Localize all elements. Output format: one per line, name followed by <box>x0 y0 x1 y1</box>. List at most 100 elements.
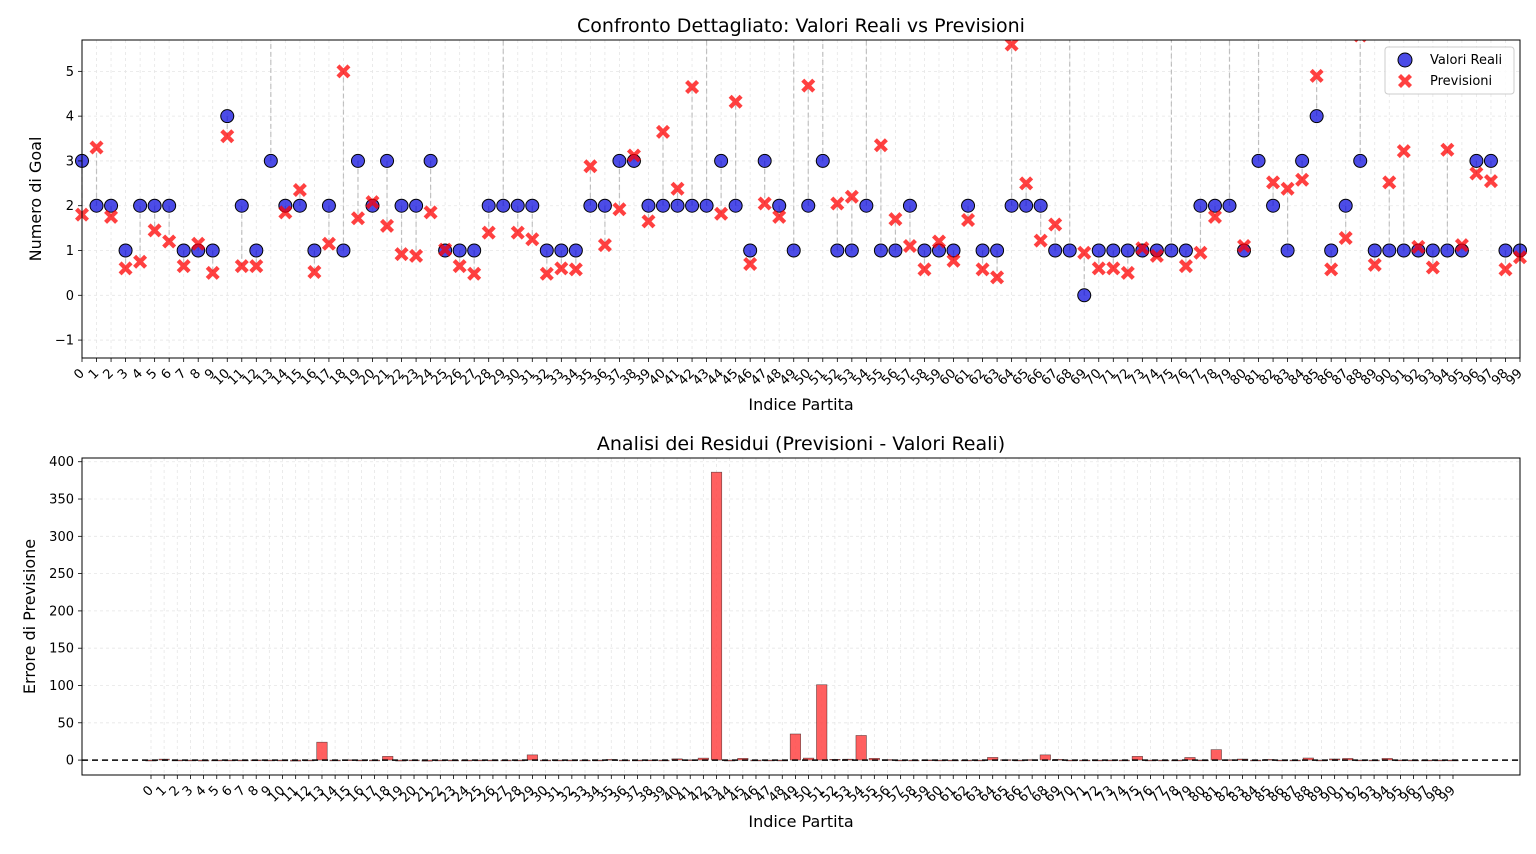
prediction-point <box>1309 68 1324 83</box>
real-value-point <box>321 198 336 213</box>
prediction-point <box>481 225 496 240</box>
real-value-point <box>409 198 424 213</box>
prediction-point <box>264 20 278 34</box>
prediction-point <box>496 20 510 34</box>
residual-bar <box>1210 749 1222 761</box>
prediction-point <box>292 183 307 198</box>
comparison-x-tick-label: 0 <box>71 366 87 382</box>
real-value-point <box>1309 109 1324 124</box>
comparison-x-label: Indice Partita <box>748 395 853 414</box>
prediction-point <box>438 242 453 257</box>
prediction-point <box>1222 20 1236 34</box>
real-value-point <box>772 198 787 213</box>
prediction-point <box>423 205 438 220</box>
legend-box <box>1384 46 1515 95</box>
prediction-point <box>772 209 787 224</box>
residuals-y-tick-label: 100 <box>49 679 74 694</box>
real-value-point <box>1178 243 1193 258</box>
real-value-point <box>1483 153 1498 168</box>
prediction-point <box>685 80 700 95</box>
real-value-point <box>234 198 249 213</box>
prediction-point <box>728 94 743 109</box>
real-value-point <box>1207 198 1222 213</box>
prediction-point <box>104 209 119 224</box>
prediction-point <box>1120 265 1135 280</box>
real-value-point <box>1106 243 1121 258</box>
comparison-y-tick-label: 4 <box>66 110 74 125</box>
real-value-point <box>801 198 816 213</box>
residuals-x-tick-label: 5 <box>206 783 222 799</box>
real-value-point <box>641 198 656 213</box>
residuals-x-tick-label: 4 <box>193 783 209 799</box>
residual-bar <box>710 471 723 761</box>
real-value-point <box>510 198 525 213</box>
real-value-point <box>1004 198 1019 213</box>
real-value-point <box>350 153 365 168</box>
prediction-point <box>1295 172 1310 187</box>
comparison-x-tick-label: 4 <box>129 366 145 382</box>
prediction-point <box>380 218 395 233</box>
prediction-point <box>1077 245 1092 260</box>
prediction-point <box>1411 239 1426 254</box>
comparison-x-tick-label: 99 <box>1504 366 1526 388</box>
prediction-point <box>931 234 946 249</box>
residual-bar <box>855 735 867 761</box>
residuals-y-ticks: 0 50 100 150 200 250 300 350 400 <box>49 455 82 769</box>
prediction-point <box>220 129 235 144</box>
prediction-point <box>89 140 104 155</box>
comparison-y-tick-label: −1 <box>55 334 74 349</box>
real-value-point <box>961 198 976 213</box>
comparison-title: Confronto Dettagliato: Valori Reali vs P… <box>577 15 1025 37</box>
prediction-point <box>1266 175 1281 190</box>
prediction-point <box>234 259 249 274</box>
residual-bar <box>316 741 328 761</box>
real-value-point <box>1338 198 1353 213</box>
prediction-point <box>321 236 336 251</box>
prediction-point <box>961 213 976 228</box>
comparison-y-ticks: −1 0 1 2 3 4 5 <box>55 65 82 349</box>
residuals-x-tick-label: 7 <box>232 783 248 799</box>
real-value-point <box>467 243 482 258</box>
real-value-point <box>481 198 496 213</box>
residuals-x-label: Indice Partita <box>748 812 853 831</box>
prediction-point <box>1237 239 1252 254</box>
real-value-point <box>656 198 671 213</box>
prediction-point <box>757 196 772 211</box>
real-value-point <box>133 198 148 213</box>
prediction-point <box>205 265 220 280</box>
prediction-point <box>917 262 932 277</box>
prediction-point <box>1469 166 1484 181</box>
real-value-point <box>757 153 772 168</box>
prediction-point <box>133 254 148 269</box>
real-value-point <box>1251 153 1266 168</box>
comparison-y-tick-label: 5 <box>66 65 74 80</box>
prediction-point <box>873 138 888 153</box>
real-value-point <box>699 198 714 213</box>
real-value-point <box>380 153 395 168</box>
residuals-x-tick-label: 3 <box>180 783 196 799</box>
comparison-stems <box>81 40 1521 296</box>
residuals-x-tick-label: 8 <box>246 783 262 799</box>
prediction-point <box>1252 20 1266 34</box>
comparison-x-tick-label: 8 <box>188 366 204 382</box>
prediction-point <box>946 253 961 268</box>
predictions-series <box>75 20 1527 285</box>
comparison-x-tick-label: 1 <box>86 366 102 382</box>
real-value-point <box>990 243 1005 258</box>
real-value-point <box>743 243 758 258</box>
prediction-point <box>626 148 641 163</box>
real-value-point <box>597 198 612 213</box>
comparison-grid <box>81 40 1521 358</box>
prediction-point <box>990 270 1005 285</box>
residuals-x-tick-label: 2 <box>167 783 183 799</box>
prediction-point <box>510 225 525 240</box>
prediction-point <box>176 259 191 274</box>
prediction-point <box>1425 260 1440 275</box>
prediction-point <box>1178 259 1193 274</box>
real-value-point <box>1396 243 1411 258</box>
real-value-point <box>263 153 278 168</box>
prediction-point <box>1367 257 1382 272</box>
real-value-point <box>612 153 627 168</box>
prediction-point <box>1063 20 1077 34</box>
